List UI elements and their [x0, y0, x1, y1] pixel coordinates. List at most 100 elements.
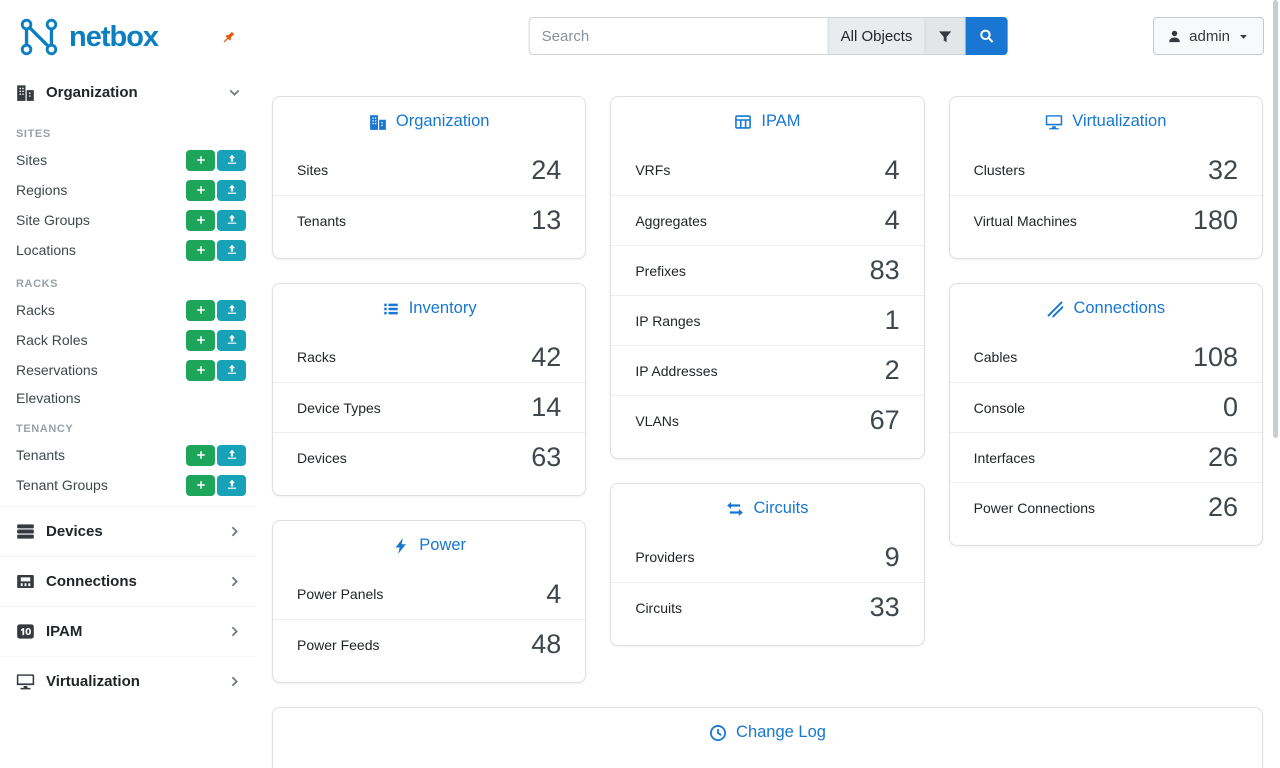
stat-value[interactable]: 180: [1192, 205, 1238, 235]
search-submit-button[interactable]: [965, 17, 1008, 55]
add-button[interactable]: [186, 239, 215, 261]
building-icon: [369, 113, 387, 131]
person-icon: [1167, 29, 1182, 44]
sidebar-item-regions[interactable]: Regions: [0, 175, 256, 205]
nav-item-label: Reservations: [16, 362, 98, 378]
nav-item-label: Elevations: [16, 389, 81, 406]
add-button[interactable]: [186, 209, 215, 231]
stat-value[interactable]: 33: [869, 592, 900, 622]
logo-row: netbox: [0, 0, 256, 70]
sidebar-group-ipam[interactable]: IPAM: [0, 606, 256, 656]
stat-row: Virtual Machines 180: [949, 195, 1262, 245]
nav-item-label: Racks: [16, 302, 55, 318]
sidebar-item-tenants[interactable]: Tenants: [0, 440, 256, 470]
filter-button[interactable]: [925, 17, 966, 55]
netbox-logo-icon: [16, 14, 62, 60]
import-button[interactable]: [217, 209, 246, 231]
add-button[interactable]: [186, 474, 215, 496]
add-button[interactable]: [186, 359, 215, 381]
upload-icon: [226, 244, 238, 256]
stat-value[interactable]: 14: [531, 392, 562, 422]
stat-label: Console: [973, 399, 1026, 416]
card-circuits: Circuits Providers 9 Circuits 33: [610, 483, 925, 646]
user-menu-button[interactable]: admin: [1153, 17, 1264, 55]
server-icon: [16, 522, 35, 541]
object-type-select[interactable]: All Objects: [828, 17, 926, 55]
sidebar-item-elevations[interactable]: Elevations: [0, 385, 256, 410]
stat-value[interactable]: 26: [1207, 442, 1238, 472]
add-button[interactable]: [186, 299, 215, 321]
search-input[interactable]: [528, 17, 829, 55]
stat-value[interactable]: 42: [531, 341, 562, 372]
stat-value[interactable]: 1: [884, 305, 900, 335]
card-title: Change Log: [736, 723, 826, 741]
stat-label: Prefixes: [635, 262, 686, 279]
ethernet-port-icon: [16, 572, 35, 591]
sidebar-item-locations[interactable]: Locations: [0, 235, 256, 265]
sidebar-group-devices[interactable]: Devices: [0, 506, 256, 556]
stat-value[interactable]: 32: [1207, 154, 1238, 185]
import-button[interactable]: [217, 444, 246, 466]
sidebar-groups: Devices Connections IPAM Virtualization: [0, 506, 256, 706]
stat-value[interactable]: 26: [1207, 492, 1238, 522]
sidebar-item-tenant-groups[interactable]: Tenant Groups: [0, 470, 256, 500]
import-button[interactable]: [217, 359, 246, 381]
stat-value[interactable]: 2: [884, 355, 900, 385]
stat-value[interactable]: 48: [531, 629, 562, 659]
import-button[interactable]: [217, 329, 246, 351]
stat-row: Prefixes 83: [611, 245, 924, 295]
card-title-link[interactable]: Power: [273, 521, 585, 569]
sidebar-group-connections[interactable]: Connections: [0, 556, 256, 606]
stat-value[interactable]: 83: [869, 255, 900, 285]
add-button[interactable]: [186, 149, 215, 171]
sidebar-item-site-groups[interactable]: Site Groups: [0, 205, 256, 235]
import-button[interactable]: [217, 179, 246, 201]
stat-value[interactable]: 24: [531, 154, 562, 185]
stat-value[interactable]: 67: [869, 405, 900, 435]
import-button[interactable]: [217, 149, 246, 171]
card-title: Virtualization: [1072, 112, 1167, 130]
add-button[interactable]: [186, 329, 215, 351]
stat-value[interactable]: 4: [884, 205, 900, 235]
card-title-link[interactable]: Change Log: [273, 708, 1262, 756]
import-button[interactable]: [217, 239, 246, 261]
sidebar-group-organization[interactable]: Organization: [0, 70, 256, 115]
stat-label: Clusters: [973, 162, 1026, 178]
pin-sidebar-button[interactable]: [219, 28, 238, 47]
dashboard-column: Organization Sites 24 Tenants 13 Inventory Rac…: [272, 96, 587, 683]
nav-item-label: Tenants: [16, 447, 66, 463]
stat-value[interactable]: 4: [546, 578, 562, 609]
nav-group-label: IPAM: [46, 623, 83, 640]
stat-label: Devices: [297, 449, 347, 466]
import-button[interactable]: [217, 474, 246, 496]
card-title-link[interactable]: Organization: [273, 97, 585, 145]
card-title: Inventory: [408, 299, 477, 317]
scrollbar[interactable]: [1273, 0, 1278, 438]
stat-label: Power Connections: [973, 499, 1096, 516]
stat-value[interactable]: 0: [1222, 392, 1238, 422]
plus-icon: [195, 214, 207, 226]
sidebar-item-racks[interactable]: Racks: [0, 295, 256, 325]
card-title-link[interactable]: Circuits: [611, 484, 923, 532]
add-button[interactable]: [186, 179, 215, 201]
card-title-link[interactable]: Connections: [950, 284, 1262, 332]
stat-value[interactable]: 63: [531, 442, 562, 472]
stat-value[interactable]: 9: [884, 541, 900, 572]
chevron-right-icon: [227, 674, 242, 689]
nav-item-actions: [186, 179, 246, 201]
home-link[interactable]: netbox: [16, 14, 159, 60]
card-title-link[interactable]: Inventory: [273, 284, 585, 332]
sidebar-item-sites[interactable]: Sites: [0, 145, 256, 175]
sidebar-group-virtualization[interactable]: Virtualization: [0, 656, 256, 706]
card-title-link[interactable]: IPAM: [611, 97, 923, 145]
sidebar-item-reservations[interactable]: Reservations: [0, 355, 256, 385]
stat-value[interactable]: 108: [1192, 341, 1238, 372]
sidebar-item-rack-roles[interactable]: Rack Roles: [0, 325, 256, 355]
stat-value[interactable]: 13: [531, 205, 562, 235]
import-button[interactable]: [217, 299, 246, 321]
stat-row: Providers 9: [611, 532, 923, 582]
stat-value[interactable]: 4: [884, 154, 900, 185]
sidebar-sections: SITES Sites Regions Site Groups Locations RAC…: [0, 115, 256, 500]
card-title-link[interactable]: Virtualization: [950, 97, 1262, 145]
add-button[interactable]: [186, 444, 215, 466]
